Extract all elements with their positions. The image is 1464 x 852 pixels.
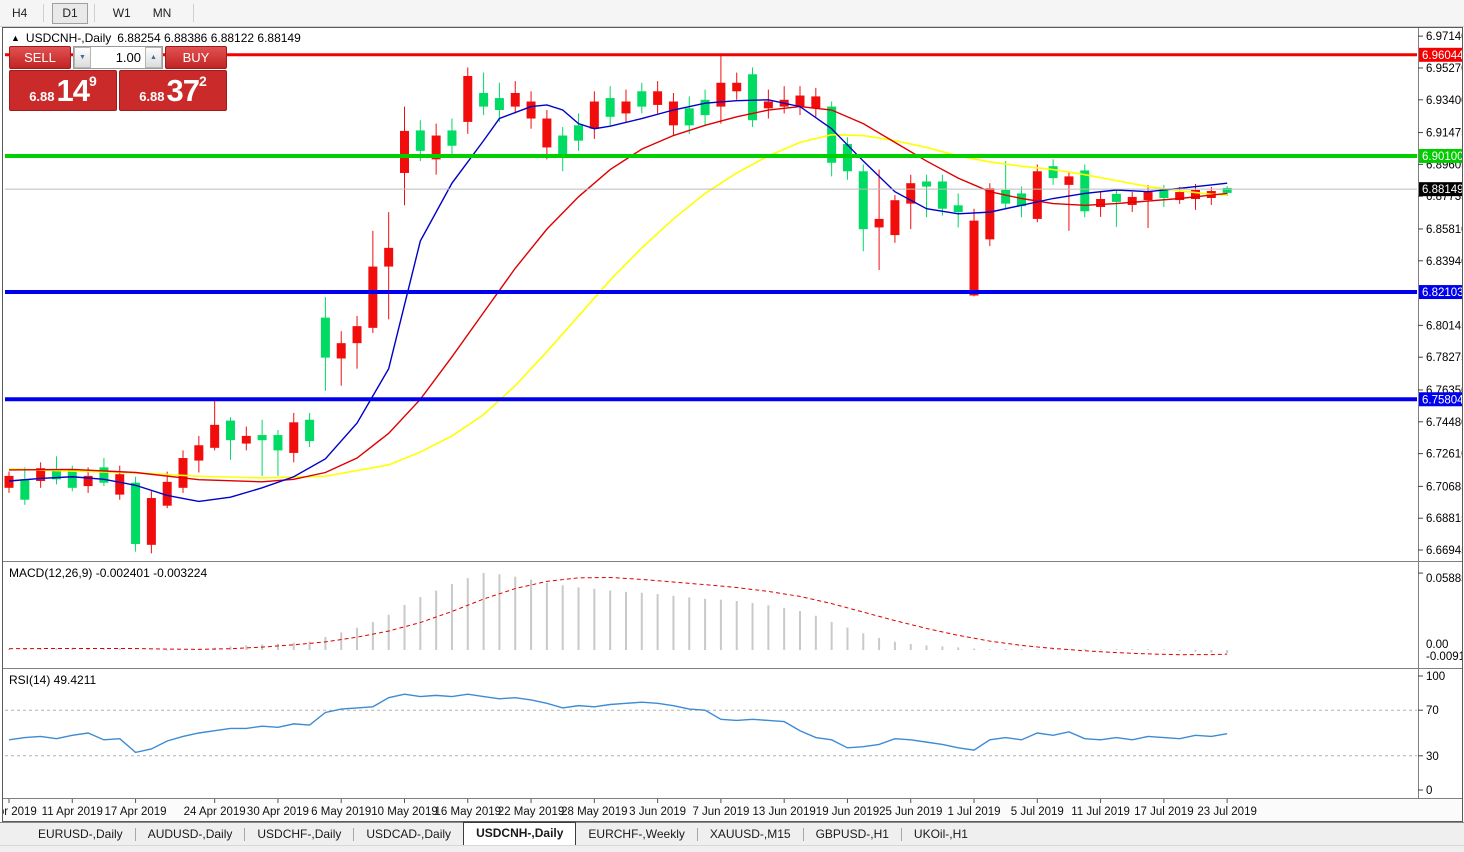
svg-text:6.75804: 6.75804 <box>1422 394 1462 406</box>
toolbar-divider <box>193 4 195 22</box>
volume-increase-icon[interactable]: ▲ <box>145 47 162 68</box>
tab-usdcnh-daily[interactable]: USDCNH-,Daily <box>463 822 577 845</box>
timeframe-button-w1[interactable]: W1 <box>112 6 131 20</box>
timeframe-button-h4[interactable]: H4 <box>12 6 28 20</box>
tab-eurusd-daily[interactable]: EURUSD-,Daily <box>38 827 123 841</box>
tab-eurchf-weekly[interactable]: EURCHF-,Weekly <box>588 827 685 841</box>
svg-text:30 Apr 2019: 30 Apr 2019 <box>247 806 309 818</box>
tab-ukoil-h1[interactable]: UKOil-,H1 <box>913 827 968 841</box>
svg-text:17 Jul 2019: 17 Jul 2019 <box>1134 806 1193 818</box>
volume-input[interactable] <box>91 47 145 68</box>
tab-divider <box>696 828 698 841</box>
svg-text:19 Jun 2019: 19 Jun 2019 <box>816 806 879 818</box>
tab-gbpusd-h1[interactable]: GBPUSD-,H1 <box>815 827 889 841</box>
svg-text:6.91475: 6.91475 <box>1426 128 1462 140</box>
svg-text:5 Apr 2019: 5 Apr 2019 <box>3 806 37 818</box>
chart-canvas[interactable]: 6.971406.952706.934006.914756.896056.877… <box>3 28 1462 821</box>
svg-text:70: 70 <box>1426 705 1439 717</box>
one-click-trade-panel: SELL ▼ ▲ BUY 6.88 14 9 6.88 37 2 <box>9 46 227 111</box>
status-strip <box>0 845 1464 852</box>
chart-title: USDCNH-,Daily <box>25 31 112 45</box>
svg-text:23 Jul 2019: 23 Jul 2019 <box>1197 806 1256 818</box>
volume-decrease-icon[interactable]: ▼ <box>74 47 91 68</box>
svg-text:-0.009116: -0.009116 <box>1426 651 1462 663</box>
collapse-trade-panel-icon[interactable]: ▲ <box>11 33 20 43</box>
svg-text:100: 100 <box>1426 671 1445 683</box>
svg-text:6.72610: 6.72610 <box>1426 449 1462 461</box>
svg-text:10 May 2019: 10 May 2019 <box>371 806 438 818</box>
svg-text:6.90100: 6.90100 <box>1422 151 1462 163</box>
svg-text:24 Apr 2019: 24 Apr 2019 <box>184 806 246 818</box>
tab-divider <box>244 828 246 841</box>
tab-divider <box>802 828 804 841</box>
buy-price-display[interactable]: 6.88 37 2 <box>119 70 227 111</box>
buy-price-base: 6.88 <box>139 89 165 104</box>
svg-text:6.80145: 6.80145 <box>1426 320 1462 332</box>
timeframe-button-d1[interactable]: D1 <box>52 2 88 24</box>
svg-text:6.83940: 6.83940 <box>1426 256 1462 268</box>
tab-usdcad-daily[interactable]: USDCAD-,Daily <box>366 827 452 841</box>
tab-divider <box>353 828 355 841</box>
svg-text:30: 30 <box>1426 751 1439 763</box>
svg-text:6.97140: 6.97140 <box>1426 31 1462 43</box>
tab-xauusd-m15[interactable]: XAUUSD-,M15 <box>709 827 791 841</box>
volume-stepper: ▼ ▲ <box>73 46 163 69</box>
timeframe-toolbar: H4 D1 W1 MN <box>0 0 1464 27</box>
svg-text:6.82103: 6.82103 <box>1422 287 1462 299</box>
buy-price-big: 37 <box>166 73 200 108</box>
svg-text:6.88149: 6.88149 <box>1422 184 1462 196</box>
svg-text:16 May 2019: 16 May 2019 <box>435 806 502 818</box>
svg-text:6.66945: 6.66945 <box>1426 545 1462 557</box>
svg-text:28 May 2019: 28 May 2019 <box>561 806 628 818</box>
svg-text:11 Apr 2019: 11 Apr 2019 <box>42 806 103 818</box>
svg-text:6.78275: 6.78275 <box>1426 352 1462 364</box>
chart-ohlc-values: 6.88254 6.88386 6.88122 6.88149 <box>117 31 301 45</box>
svg-text:6.93400: 6.93400 <box>1426 95 1462 107</box>
svg-text:13 Jun 2019: 13 Jun 2019 <box>753 806 816 818</box>
sell-price-base: 6.88 <box>29 89 55 104</box>
svg-text:0: 0 <box>1426 785 1432 797</box>
svg-text:11 Jul 2019: 11 Jul 2019 <box>1071 806 1130 818</box>
tab-audusd-daily[interactable]: AUDUSD-,Daily <box>147 827 233 841</box>
chart-header: ▲ USDCNH-,Daily 6.88254 6.88386 6.88122 … <box>11 31 301 45</box>
svg-text:0.058851: 0.058851 <box>1426 573 1462 585</box>
tab-usdchf-daily[interactable]: USDCHF-,Daily <box>257 827 342 841</box>
rsi-label: RSI(14) 49.4211 <box>9 673 97 687</box>
svg-text:0.00: 0.00 <box>1426 639 1448 651</box>
macd-label: MACD(12,26,9) -0.002401 -0.003224 <box>9 566 208 580</box>
buy-price-sup: 2 <box>199 73 207 89</box>
svg-text:3 Jun 2019: 3 Jun 2019 <box>629 806 686 818</box>
timeframe-button-mn[interactable]: MN <box>152 6 172 20</box>
sell-button[interactable]: SELL <box>9 46 71 69</box>
tab-divider <box>134 828 136 841</box>
sell-price-display[interactable]: 6.88 14 9 <box>9 70 117 111</box>
toolbar-divider <box>93 4 95 22</box>
svg-text:5 Jul 2019: 5 Jul 2019 <box>1011 806 1064 818</box>
symbol-tabbar: EURUSD-,Daily AUDUSD-,Daily USDCHF-,Dail… <box>0 822 1464 845</box>
tab-divider <box>900 828 902 841</box>
svg-text:6.74480: 6.74480 <box>1426 417 1462 429</box>
svg-text:17 Apr 2019: 17 Apr 2019 <box>105 806 167 818</box>
svg-text:6.70685: 6.70685 <box>1426 481 1462 493</box>
chart-window: 6.971406.952706.934006.914756.896056.877… <box>2 27 1463 822</box>
toolbar-divider <box>43 4 45 22</box>
svg-text:6 May 2019: 6 May 2019 <box>311 806 371 818</box>
svg-text:22 May 2019: 22 May 2019 <box>498 806 565 818</box>
svg-text:6.96044: 6.96044 <box>1422 50 1462 62</box>
svg-text:6.85810: 6.85810 <box>1426 224 1462 236</box>
svg-text:1 Jul 2019: 1 Jul 2019 <box>947 806 1000 818</box>
svg-text:7 Jun 2019: 7 Jun 2019 <box>692 806 749 818</box>
svg-text:6.95270: 6.95270 <box>1426 63 1462 75</box>
svg-text:25 Jun 2019: 25 Jun 2019 <box>879 806 942 818</box>
buy-button[interactable]: BUY <box>165 46 227 69</box>
svg-text:6.68815: 6.68815 <box>1426 513 1462 525</box>
sell-price-big: 14 <box>56 73 90 108</box>
sell-price-sup: 9 <box>89 73 97 89</box>
